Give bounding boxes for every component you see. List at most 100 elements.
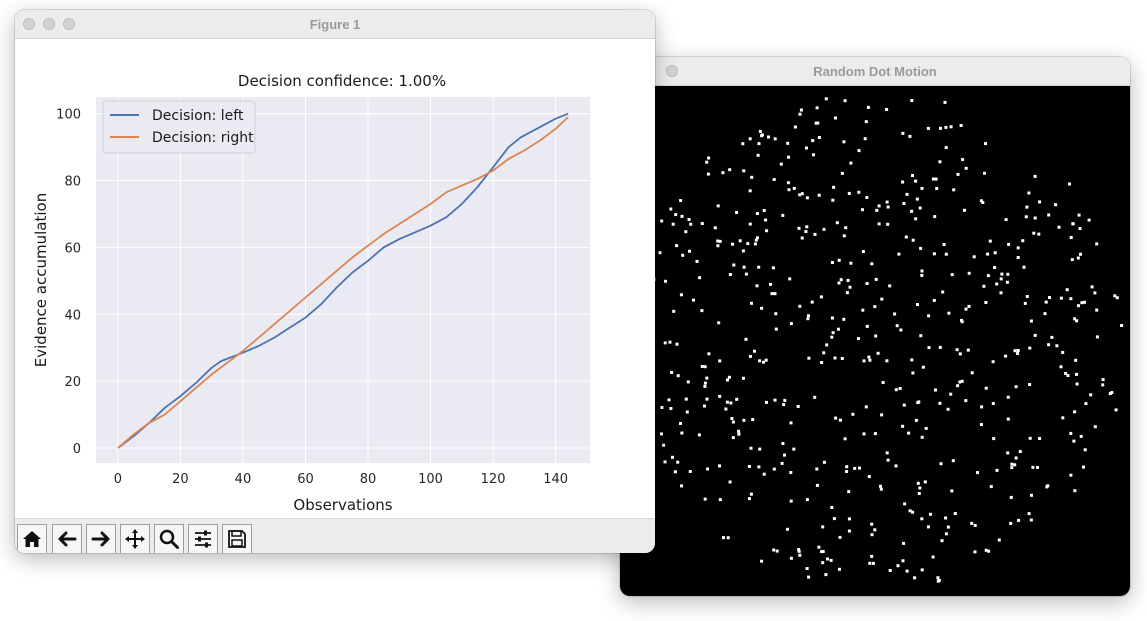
zoom-window-button[interactable] <box>63 18 75 30</box>
motion-dot <box>1016 256 1020 259</box>
x-axis-label: Observations <box>293 496 392 514</box>
motion-dot <box>1006 395 1010 399</box>
motion-dot <box>934 388 937 392</box>
motion-dot <box>667 398 671 402</box>
legend-box <box>102 100 256 154</box>
zoom-button[interactable] <box>154 524 184 553</box>
save-button[interactable] <box>222 524 252 553</box>
motion-dot <box>679 293 683 297</box>
motion-dot <box>735 397 739 401</box>
pan-button[interactable] <box>120 524 150 553</box>
motion-dot <box>918 206 922 210</box>
motion-dot <box>722 536 725 540</box>
motion-dot <box>1115 296 1119 300</box>
motion-dot <box>680 214 684 218</box>
motion-dot <box>1033 216 1037 220</box>
motion-dot <box>807 314 810 318</box>
motion-dot <box>888 569 892 572</box>
motion-dot <box>672 309 676 313</box>
motion-dot <box>839 278 843 282</box>
motion-dot <box>685 410 689 414</box>
motion-dot <box>779 162 783 166</box>
x-tick-label: 0 <box>114 472 122 487</box>
back-button[interactable] <box>52 524 82 553</box>
motion-dot <box>926 525 930 529</box>
forward-button[interactable] <box>86 524 116 553</box>
home-button[interactable] <box>17 524 47 553</box>
motion-dot <box>760 306 764 310</box>
motion-dot <box>815 483 819 487</box>
motion-dot <box>1009 495 1013 499</box>
motion-dot <box>773 292 777 296</box>
motion-dot <box>870 554 874 558</box>
motion-dot <box>821 561 825 565</box>
motion-dot <box>822 460 826 464</box>
motion-dot <box>673 470 677 474</box>
motion-dot <box>857 149 861 153</box>
motion-dot <box>756 153 760 157</box>
motion-dot <box>676 374 680 378</box>
motion-dot <box>735 211 738 214</box>
motion-dot <box>888 284 892 288</box>
motion-dot <box>756 236 759 240</box>
motion-dot <box>728 168 732 172</box>
motion-dot <box>805 225 809 229</box>
motion-dot <box>687 218 691 221</box>
motion-dot <box>660 406 664 409</box>
motion-dot <box>927 346 931 350</box>
motion-dot <box>946 407 950 411</box>
motion-dot <box>796 405 800 408</box>
motion-dot <box>1120 324 1124 327</box>
motion-dot <box>886 205 890 209</box>
motion-dot <box>885 451 889 455</box>
motion-dot <box>1013 463 1017 467</box>
motion-dot <box>703 365 707 369</box>
motion-dot <box>797 226 801 230</box>
motion-dot <box>724 407 728 411</box>
motion-dot <box>662 443 666 447</box>
motion-dot <box>800 192 804 196</box>
motion-dot <box>774 327 778 331</box>
motion-dot <box>979 423 983 426</box>
motion-dot <box>789 556 793 560</box>
motion-dot <box>832 517 836 521</box>
line-chart: Decision confidence: 1.00% 0 20 40 60 80 100 1… <box>32 72 590 514</box>
motion-dot <box>857 190 861 194</box>
y-tick-label: 20 <box>64 375 81 390</box>
motion-dot <box>1101 383 1105 387</box>
minimize-button[interactable] <box>43 18 55 30</box>
motion-dot <box>1033 333 1037 337</box>
motion-dot <box>744 272 748 276</box>
rdm-minimize-button[interactable] <box>666 65 678 77</box>
motion-dot <box>1069 297 1073 301</box>
motion-dot <box>944 516 948 520</box>
motion-dot <box>851 412 855 416</box>
motion-dot <box>1025 205 1029 209</box>
close-button[interactable] <box>23 18 35 30</box>
motion-dot <box>932 298 936 302</box>
y-tick-label: 100 <box>56 108 81 123</box>
motion-dot <box>751 418 755 421</box>
motion-dot <box>920 517 924 521</box>
motion-dot <box>938 345 942 349</box>
tick-labels: 0 20 40 60 80 100 120 140 0 20 40 60 80 100 <box>56 108 568 487</box>
motion-dot <box>813 232 817 236</box>
motion-dot <box>946 525 950 529</box>
motion-dot <box>1079 252 1082 256</box>
motion-dot <box>1046 484 1050 488</box>
motion-dot <box>748 222 752 226</box>
motion-dot <box>1009 521 1013 525</box>
motion-dot <box>780 461 784 465</box>
configure-subplots-button[interactable] <box>188 524 218 553</box>
motion-dot <box>861 308 865 312</box>
rdm-titlebar[interactable]: Random Dot Motion <box>620 57 1130 86</box>
motion-dot <box>830 261 834 264</box>
motion-dot <box>772 178 776 181</box>
motion-dot <box>832 185 836 189</box>
motion-dot <box>753 349 756 353</box>
motion-dot <box>999 277 1003 281</box>
figure-titlebar[interactable]: Figure 1 <box>15 10 655 39</box>
motion-dot <box>904 235 908 239</box>
motion-dot <box>967 271 971 275</box>
motion-dot <box>949 125 953 129</box>
